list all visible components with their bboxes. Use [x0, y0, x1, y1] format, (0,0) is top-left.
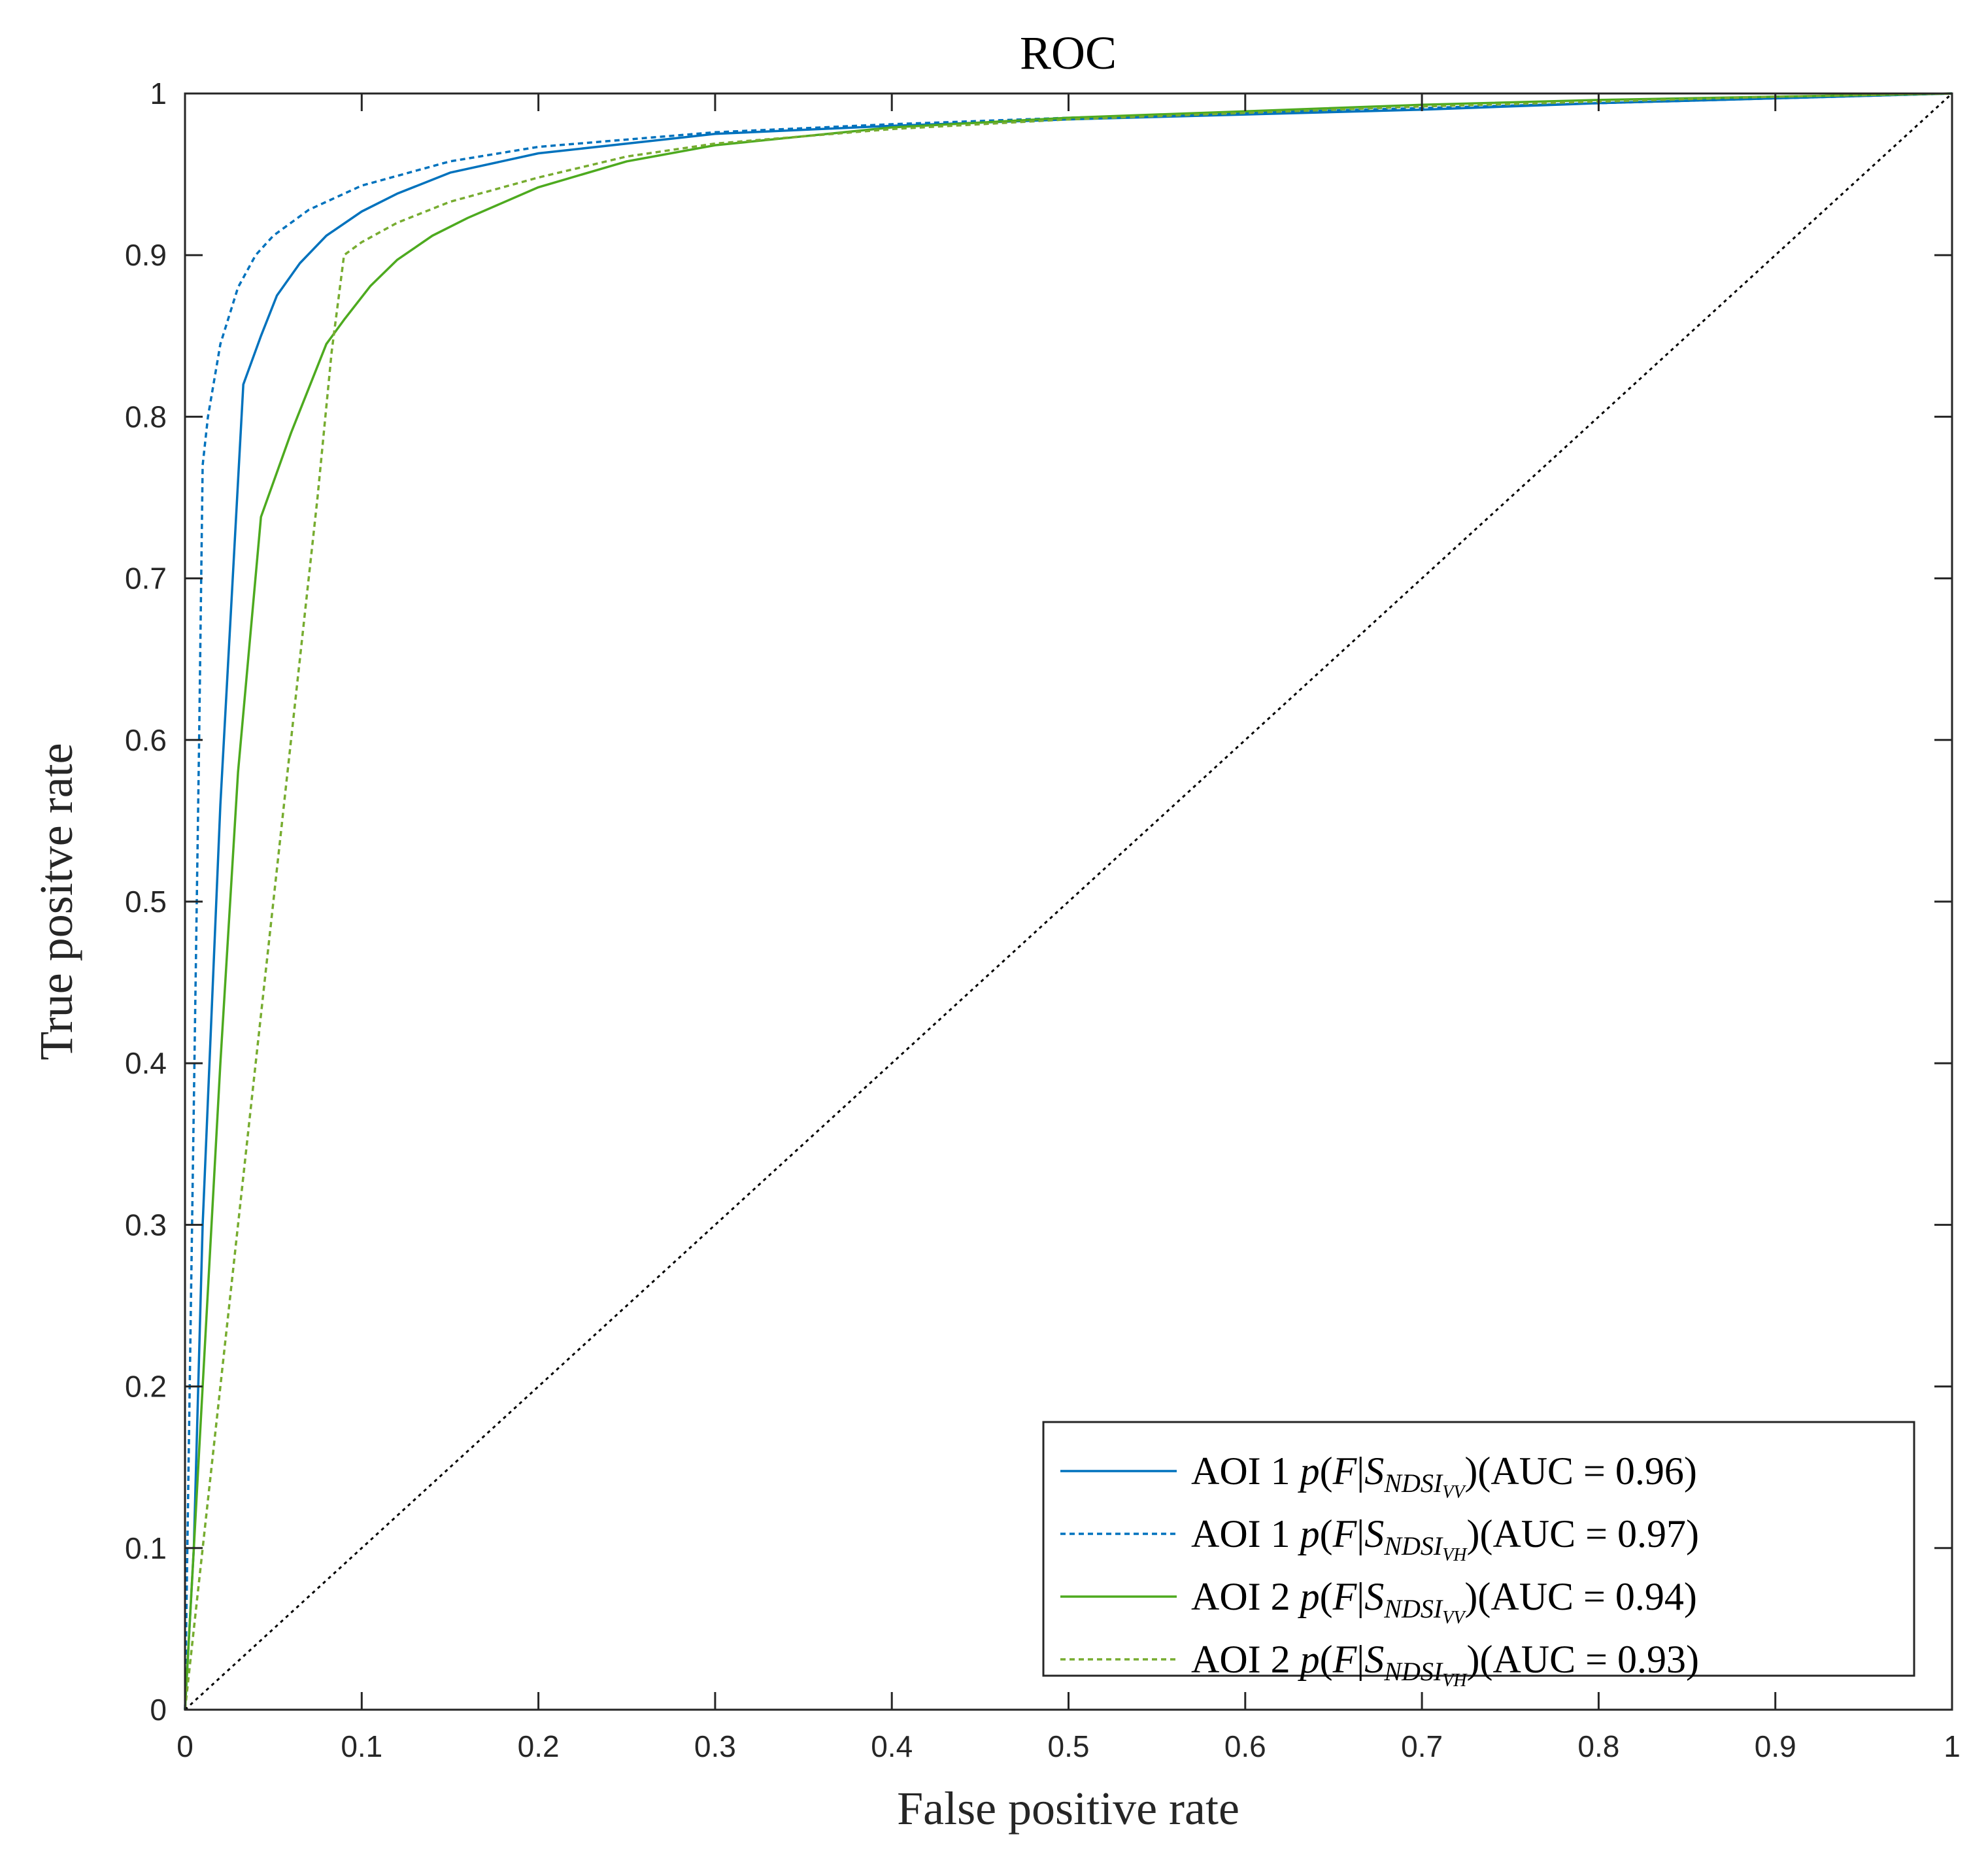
y-tick-label: 0.9: [125, 238, 167, 272]
x-tick-label: 0.2: [518, 1729, 560, 1763]
series-line-4: [184, 92, 1953, 1710]
y-tick-label: 0.8: [125, 399, 167, 433]
x-tick-label: 0.5: [1048, 1729, 1090, 1763]
x-tick-label: 0.8: [1577, 1729, 1619, 1763]
legend-entry-label: AOI 1 p(F|SNDSIVH)(AUC = 0.97): [1191, 1512, 1699, 1565]
y-axis-ticks: 0 0.1 0.2 0.3 0.4 0.5 0.6 0.7 0.8 0.9 1: [125, 76, 1952, 1727]
y-tick-label: 0: [150, 1693, 167, 1727]
x-tick-label: 0.7: [1401, 1729, 1443, 1763]
x-tick-label: 0.3: [694, 1729, 736, 1763]
y-tick-label: 0.5: [125, 885, 167, 919]
x-tick-label: 1: [1944, 1729, 1961, 1763]
y-tick-label: 0.4: [125, 1046, 167, 1080]
x-tick-label: 0.6: [1224, 1729, 1266, 1763]
legend: AOI 1 p(F|SNDSIVV)(AUC = 0.96) AOI 1 p(F|…: [1042, 1421, 1915, 1691]
y-axis-title: True positve rate: [30, 743, 82, 1060]
y-tick-label: 0.1: [125, 1531, 167, 1565]
chart-title: ROC: [1020, 27, 1117, 79]
legend-entry-label: AOI 2 p(F|SNDSIVH)(AUC = 0.93): [1191, 1638, 1699, 1691]
legend-entry-label: AOI 2 p(F|SNDSIVV)(AUC = 0.94): [1191, 1575, 1697, 1628]
x-tick-label: 0: [177, 1729, 194, 1763]
y-tick-label: 0.3: [125, 1208, 167, 1242]
plot-frame: [184, 92, 1953, 1711]
x-tick-label: 0.4: [871, 1729, 913, 1763]
y-tick-label: 1: [150, 76, 167, 110]
x-tick-label: 0.9: [1755, 1729, 1796, 1763]
x-axis-title: False positive rate: [897, 1782, 1239, 1835]
y-tick-label: 0.2: [125, 1370, 167, 1404]
series-line-1: [184, 92, 1953, 1710]
y-tick-label: 0.7: [125, 562, 167, 596]
series-line-3: [184, 92, 1953, 1710]
legend-entry-label: AOI 1 p(F|SNDSIVV)(AUC = 0.96): [1191, 1449, 1697, 1502]
series-lines: [184, 92, 1953, 1711]
legend-box: [1042, 1421, 1915, 1677]
x-tick-label: 0.1: [341, 1729, 382, 1763]
y-tick-label: 0.6: [125, 723, 167, 757]
x-axis-ticks: 0 0.1 0.2 0.3 0.4 0.5 0.6 0.7 0.8 0.9 1: [177, 93, 1961, 1763]
